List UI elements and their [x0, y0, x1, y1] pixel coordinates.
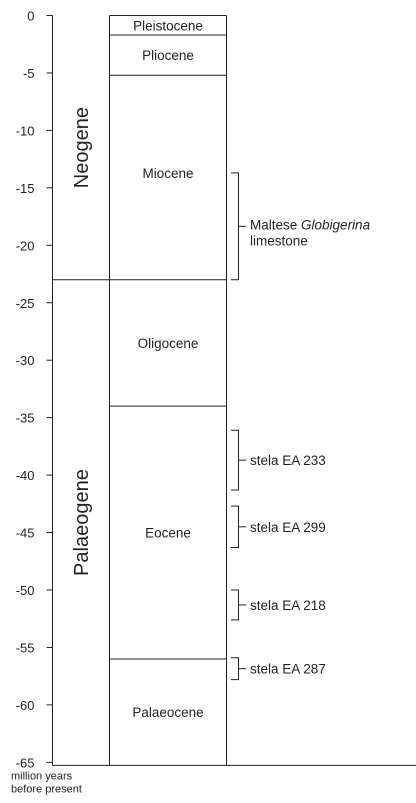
- annotation-bracket: [231, 429, 239, 491]
- axis-label: million years: [11, 770, 73, 782]
- epoch-label-palaeocene: Palaeocene: [132, 705, 203, 720]
- annotation-label: stela EA 299: [250, 520, 326, 535]
- annotation-bracket: [231, 589, 239, 621]
- annotation-label: stela EA 287: [250, 662, 326, 677]
- annotation-label-line2: limestone: [250, 233, 308, 248]
- annotation-bracket: [231, 172, 239, 281]
- tick-label: -65: [16, 755, 35, 770]
- tick-label: -40: [16, 468, 35, 483]
- axis-label: before present: [11, 783, 82, 795]
- tick-label: -35: [16, 411, 35, 426]
- epoch-label-eocene: Eocene: [145, 526, 191, 541]
- tick-label: -50: [16, 583, 35, 598]
- annotation-label: stela EA 218: [250, 598, 326, 613]
- tick-label: -20: [16, 238, 35, 253]
- epoch-label-oligocene: Oligocene: [138, 336, 199, 351]
- tick-label: -5: [23, 66, 35, 81]
- period-label-neogene: Neogene: [71, 107, 93, 188]
- epoch-label-pleistocene: Pleistocene: [133, 18, 203, 33]
- tick-label: -60: [16, 698, 35, 713]
- tick-label: -45: [16, 526, 35, 541]
- annotation-label: Maltese Globigerina: [250, 217, 371, 232]
- tick-label: -25: [16, 296, 35, 311]
- epoch-label-miocene: Miocene: [142, 166, 193, 181]
- annotation-bracket: [231, 505, 239, 548]
- epoch-label-pliocene: Pliocene: [142, 48, 194, 63]
- period-label-palaeogene: Palaeogene: [71, 469, 93, 576]
- tick-label: -30: [16, 353, 35, 368]
- annotation-bracket: [231, 657, 239, 681]
- tick-label: -55: [16, 640, 35, 655]
- annotation-label: stela EA 233: [250, 453, 326, 468]
- tick-label: -10: [16, 123, 35, 138]
- tick-label: 0: [27, 9, 34, 24]
- tick-label: -15: [16, 181, 35, 196]
